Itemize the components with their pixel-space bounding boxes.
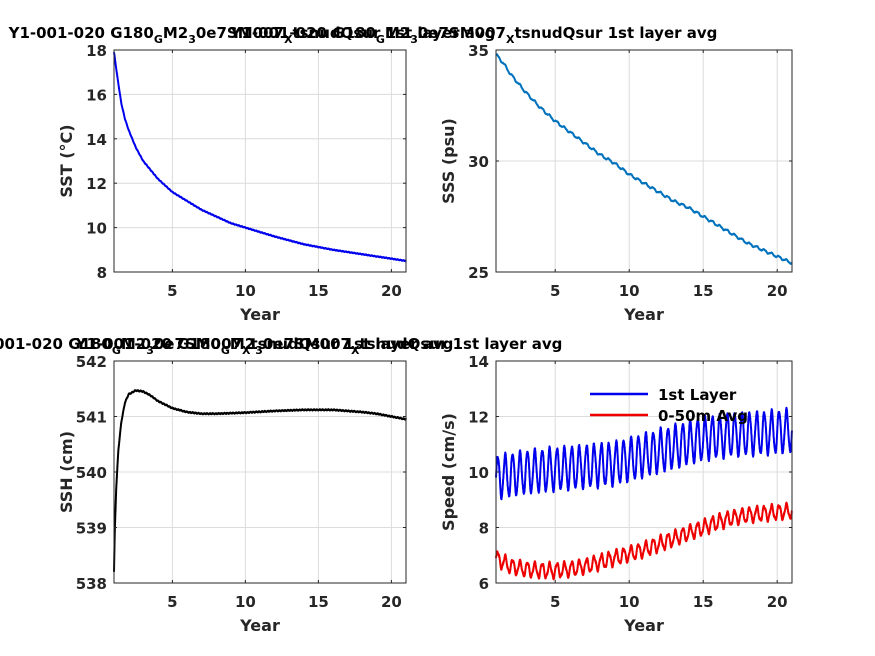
x-tick-label: 15 — [308, 282, 329, 300]
title-subscript: 3 — [410, 33, 418, 46]
y-tick-label: 540 — [76, 464, 107, 482]
x-tick-label: 15 — [308, 593, 329, 611]
y-tick-label: 10 — [468, 464, 489, 482]
title-segment: tsnudQsur 1st layer avg — [359, 335, 562, 353]
axes-box — [113, 49, 407, 273]
title-subscript: G — [112, 344, 121, 357]
title-segment: M2 — [163, 24, 188, 42]
x-tick-label: 10 — [619, 282, 640, 300]
series-line-1 — [495, 53, 793, 265]
chart-title: Y1-001-020 G180GM230e7SM007XtsnudQsur 1s… — [75, 335, 563, 357]
y-tick-label: 12 — [86, 175, 107, 193]
y-tick-label: 8 — [97, 264, 107, 282]
title-subscript: G — [376, 33, 385, 46]
title-segment: tsnudQsur 1st layer avg — [250, 335, 453, 353]
title-segment: tsnudQsur 1st layer avg — [514, 24, 717, 42]
chart-title: Y1-001-020 G180GM230e7SM007XtsnudQsur 1s… — [0, 335, 453, 357]
y-tick-label: 35 — [468, 42, 489, 60]
x-tick-label: 5 — [550, 593, 560, 611]
x-tick-label: 20 — [767, 593, 788, 611]
x-tick-label: 15 — [693, 282, 714, 300]
x-tick-label: 5 — [167, 282, 177, 300]
y-tick-label: 8 — [479, 520, 489, 538]
x-axis-label: Year — [623, 305, 664, 324]
title-subscript: G — [154, 33, 163, 46]
series-line-1 — [113, 52, 407, 263]
y-tick-label: 539 — [76, 520, 107, 538]
title-subscript: X — [242, 344, 251, 357]
title-segment: M2 — [230, 335, 255, 353]
title-subscript: X — [284, 33, 293, 46]
y-tick-label: 6 — [479, 575, 489, 593]
x-tick-label: 5 — [167, 593, 177, 611]
title-subscript: 3 — [255, 344, 263, 357]
y-axis-label: SSH (cm) — [57, 431, 76, 513]
title-subscript: G — [221, 344, 230, 357]
title-segment: Y1-001-020 G180 — [75, 335, 221, 353]
title-subscript: X — [351, 344, 360, 357]
title-subscript: 3 — [146, 344, 154, 357]
title-segment: Y1-001-020 G180 — [0, 335, 112, 353]
chart-3: 5 10 15 20 538 539 540 541 542 Year SSH (cm) — [57, 353, 407, 635]
x-axis-label: Year — [239, 305, 280, 324]
series-line-1 — [113, 389, 407, 572]
legend-label: 0-50m Avg — [658, 407, 748, 425]
legend-label: 1st Layer — [658, 386, 737, 404]
y-tick-label: 16 — [86, 86, 107, 104]
y-tick-label: 538 — [76, 575, 107, 593]
chart-4: 5 10 15 20 6 8 10 12 14 Year Speed (cm/s) 1st Layer… — [439, 353, 793, 635]
title-segment: 0e7SM007 — [263, 335, 351, 353]
y-tick-label: 12 — [468, 409, 489, 427]
title-segment: Y1-001-020 G180 — [230, 24, 376, 42]
series-line-2 — [495, 501, 793, 581]
title-segment: tsnudQsur 1st layer avg — [292, 24, 495, 42]
x-tick-label: 10 — [235, 593, 256, 611]
chart-1: 5 10 15 20 8 10 12 14 16 18 Year SST (°C) — [57, 42, 407, 324]
x-axis-label: Year — [239, 616, 280, 635]
y-tick-label: 541 — [76, 409, 107, 427]
x-tick-label: 10 — [619, 593, 640, 611]
y-axis-label: SST (°C) — [57, 124, 76, 197]
x-tick-label: 10 — [235, 282, 256, 300]
plot-area — [114, 50, 406, 272]
y-tick-label: 542 — [76, 353, 107, 371]
title-segment: 0e7SM007 — [196, 24, 284, 42]
y-axis-label: SSS (psu) — [439, 118, 458, 204]
y-tick-label: 14 — [86, 131, 107, 149]
title-segment: M2 — [385, 24, 410, 42]
y-tick-label: 30 — [468, 153, 489, 171]
x-axis-label: Year — [623, 616, 664, 635]
title-segment: 0e7SM007 — [154, 335, 242, 353]
y-tick-label: 10 — [86, 220, 107, 238]
title-segment: M2 — [121, 335, 146, 353]
chart-2: 5 10 15 20 25 30 35 Year SSS (psu) — [439, 42, 793, 324]
title-segment: 0e7SM007 — [418, 24, 506, 42]
title-subscript: X — [506, 33, 515, 46]
y-tick-label: 25 — [468, 264, 489, 282]
chart-title: Y1-001-020 G180GM230e7SM007XtsnudQsur 1s… — [8, 24, 496, 46]
y-tick-label: 14 — [468, 353, 489, 371]
y-axis-label: Speed (cm/s) — [439, 413, 458, 531]
x-tick-label: 5 — [550, 282, 560, 300]
title-subscript: 3 — [188, 33, 196, 46]
x-tick-label: 20 — [381, 282, 402, 300]
x-tick-label: 15 — [693, 593, 714, 611]
chart-title: Y1-001-020 G180GM230e7SM007XtsnudQsur 1s… — [230, 24, 718, 46]
title-segment: Y1-001-020 G180 — [8, 24, 154, 42]
x-tick-label: 20 — [767, 282, 788, 300]
series-line-1 — [495, 406, 793, 501]
y-tick-label: 18 — [86, 42, 107, 60]
x-tick-label: 20 — [381, 593, 402, 611]
